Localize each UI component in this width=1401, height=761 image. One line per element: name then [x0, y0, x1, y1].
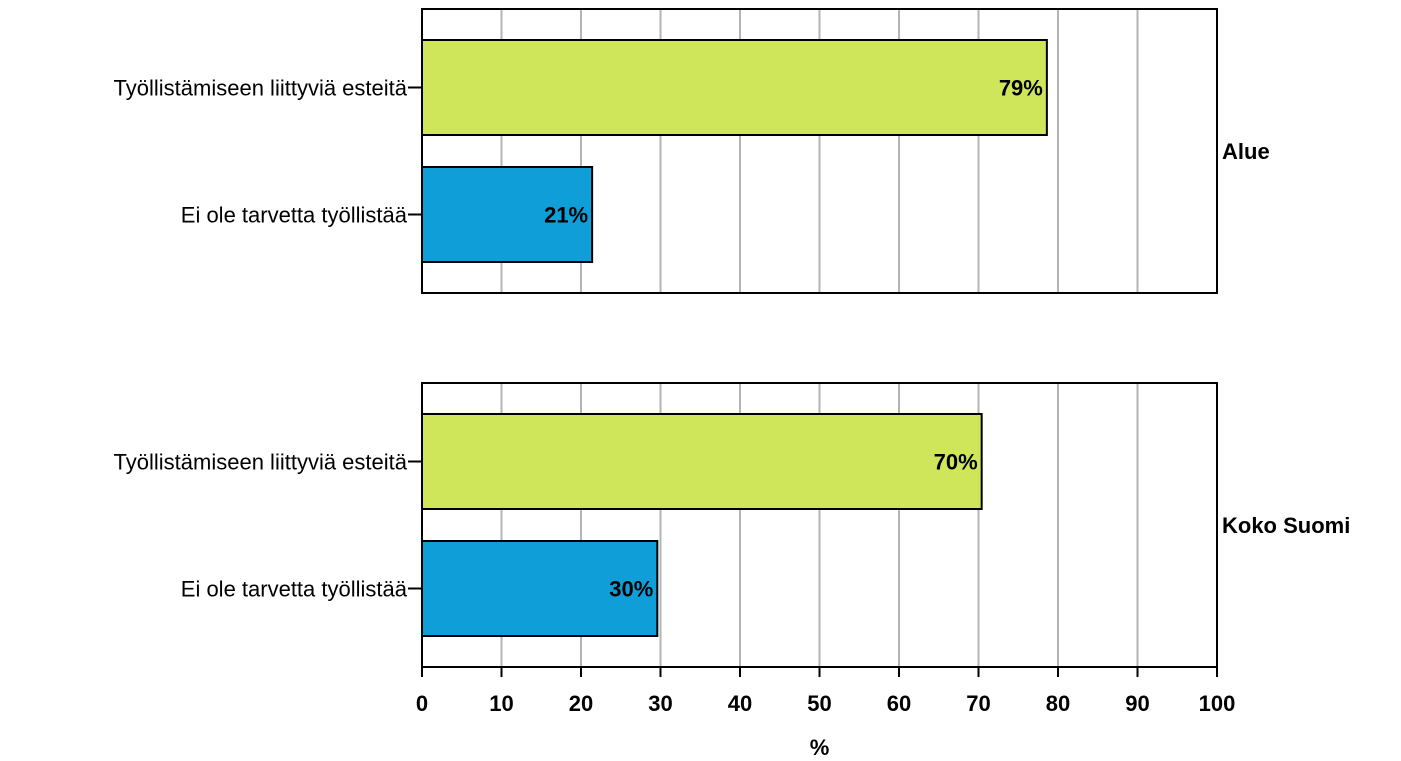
category-label: Työllistämiseen liittyviä esteitä — [114, 76, 408, 101]
x-axis-title: % — [810, 735, 830, 760]
bar-value-label: 70% — [934, 450, 978, 475]
bar — [421, 540, 659, 637]
x-tick-label: 60 — [887, 691, 911, 716]
category-label: Ei ole tarvetta työllistää — [181, 203, 408, 228]
bar-value-label: 30% — [609, 577, 653, 602]
bar-value-label: 79% — [999, 76, 1043, 101]
bar — [421, 166, 594, 263]
x-tick-label: 30 — [648, 691, 672, 716]
category-label: Työllistämiseen liittyviä esteitä — [114, 450, 408, 475]
x-tick-label: 50 — [807, 691, 831, 716]
x-tick-label: 20 — [569, 691, 593, 716]
x-tick-label: 70 — [966, 691, 990, 716]
bar-value-label: 21% — [544, 203, 588, 228]
x-tick-label: 100 — [1199, 691, 1236, 716]
x-tick-label: 90 — [1125, 691, 1149, 716]
x-tick-label: 10 — [489, 691, 513, 716]
x-tick-label: 40 — [728, 691, 752, 716]
bar — [421, 413, 983, 510]
panel-label: Koko Suomi — [1222, 513, 1350, 538]
panel-frame — [421, 8, 1218, 294]
panel-label: Alue — [1222, 139, 1270, 164]
x-tick-label: 80 — [1046, 691, 1070, 716]
bar — [421, 39, 1048, 136]
category-label: Ei ole tarvetta työllistää — [181, 577, 408, 602]
x-tick-label: 0 — [416, 691, 428, 716]
